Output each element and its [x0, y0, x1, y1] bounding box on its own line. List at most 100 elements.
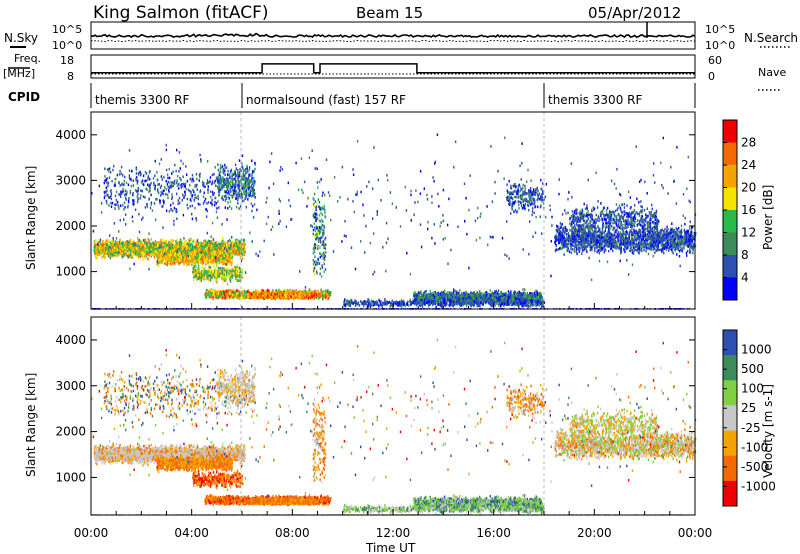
power-cell — [193, 238, 195, 242]
power-cell — [191, 263, 193, 267]
power-cell — [233, 271, 235, 275]
power-cell — [233, 250, 235, 254]
power-cell — [169, 262, 171, 266]
power-cell — [208, 268, 210, 271]
power-cell — [222, 236, 224, 240]
power-cell — [110, 240, 113, 244]
power-cell — [178, 255, 181, 259]
power-cell — [177, 248, 179, 251]
cpid-segment-label: themis 3300 RF — [548, 93, 642, 107]
power-cell — [99, 247, 102, 250]
power-cell — [202, 268, 204, 271]
power-cell — [207, 259, 209, 263]
power-cell — [175, 260, 177, 264]
power-cell — [172, 239, 174, 242]
power-cell — [231, 252, 233, 256]
power-cell — [235, 278, 238, 282]
power-cell — [117, 253, 119, 256]
power-cell — [202, 247, 204, 251]
power-cell — [211, 247, 213, 250]
power-cell — [227, 271, 229, 275]
power-cell — [188, 238, 190, 241]
power-cell — [193, 248, 196, 251]
power-cell — [201, 242, 204, 245]
power-cell — [160, 241, 162, 244]
power-cell — [188, 244, 190, 247]
power-cell — [181, 243, 183, 246]
power-cell — [135, 243, 137, 247]
power-cell — [140, 251, 142, 254]
power-cell — [100, 253, 103, 256]
power-cell — [239, 267, 241, 270]
power-cell — [174, 257, 176, 261]
power-cell — [196, 269, 198, 272]
power-cell — [229, 269, 232, 273]
power-cell — [147, 238, 149, 241]
power-cell — [195, 246, 197, 250]
power-cell — [114, 246, 116, 250]
power-cell — [217, 250, 219, 254]
power-cell — [221, 261, 224, 265]
power-cell — [204, 268, 206, 271]
power-cell — [206, 246, 208, 249]
power-cell — [159, 249, 161, 252]
power-cell — [136, 251, 138, 255]
power-cell — [229, 280, 232, 283]
power-cell — [166, 260, 169, 264]
power-cell — [178, 262, 180, 266]
power-cell — [169, 259, 171, 262]
power-cell — [232, 269, 234, 272]
power-cell — [228, 253, 230, 257]
power-cell — [129, 249, 132, 253]
power-cell — [192, 249, 194, 252]
power-cell — [228, 262, 230, 266]
power-cell — [127, 243, 129, 247]
power-cell — [174, 241, 176, 245]
power-cell — [168, 246, 171, 250]
power-cell — [231, 276, 234, 279]
power-cell — [171, 239, 173, 242]
power-cell — [196, 260, 198, 264]
power-cell — [235, 247, 238, 251]
noise-left-bottom-tick: 10^0 — [52, 39, 82, 52]
power-cell — [184, 258, 186, 261]
power-cell — [182, 257, 184, 261]
power-cell — [119, 246, 121, 249]
power-cell — [193, 245, 195, 249]
power-cell — [215, 290, 217, 293]
power-cell — [105, 248, 108, 251]
power-cell — [140, 254, 142, 258]
power-cell — [193, 262, 195, 266]
power-cell — [222, 275, 224, 279]
power-cell — [233, 250, 236, 253]
power-cell — [234, 277, 237, 280]
power-cell — [207, 244, 209, 247]
power-cell — [210, 276, 212, 279]
power-cell — [129, 238, 132, 242]
power-cell — [225, 268, 228, 271]
power-cell — [200, 279, 202, 283]
power-cell — [109, 256, 112, 260]
power-cell — [224, 243, 226, 247]
power-cell — [218, 242, 220, 245]
power-cell — [196, 244, 198, 247]
power-cell — [182, 247, 184, 250]
power-cell — [229, 278, 231, 281]
power-cell — [225, 279, 227, 283]
power-cell — [102, 250, 104, 254]
power-cell — [208, 250, 210, 254]
noise-right-bottom-tick: 10^0 — [705, 39, 735, 52]
power-cell — [204, 270, 206, 274]
power-cell — [113, 242, 116, 246]
power-cell — [98, 243, 101, 246]
power-cell — [101, 246, 103, 249]
power-cell — [240, 238, 243, 242]
power-cell — [199, 279, 201, 282]
power-cell — [175, 255, 177, 258]
power-cell — [192, 256, 194, 259]
power-cell — [193, 269, 196, 273]
power-cell — [216, 269, 219, 273]
power-cell — [219, 274, 222, 278]
power-cell — [201, 271, 204, 274]
power-cell — [204, 272, 207, 276]
